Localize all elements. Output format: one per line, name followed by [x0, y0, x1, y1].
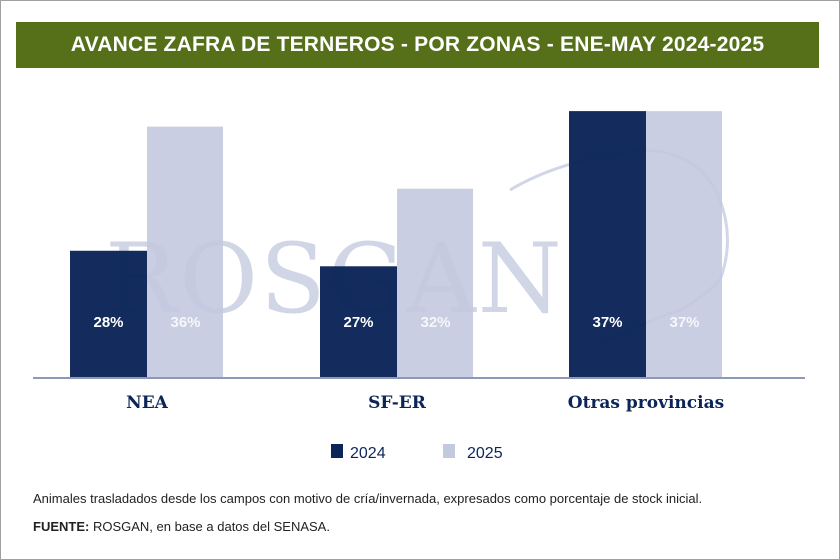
source-text: ROSGAN, en base a datos del SENASA. — [89, 519, 330, 534]
category-label: SF-ER — [368, 393, 427, 413]
footnote: Animales trasladados desde los campos co… — [33, 491, 703, 506]
source-line: FUENTE: ROSGAN, en base a datos del SENA… — [33, 519, 330, 534]
chart-title: AVANCE ZAFRA DE TERNEROS - POR ZONAS - E… — [16, 22, 819, 68]
data-label-2025-0: 36% — [170, 314, 200, 331]
category-label: Otras provincias — [568, 393, 724, 413]
bar-2025-2 — [646, 111, 722, 378]
data-label-2024-1: 27% — [343, 314, 373, 331]
bar-2025-0 — [147, 126, 223, 378]
source-label: FUENTE: — [33, 519, 90, 534]
bar-2024-2 — [569, 111, 646, 378]
data-label-2025-1: 32% — [420, 314, 450, 331]
bar-2025-1 — [397, 188, 473, 378]
bar-2024-0 — [70, 250, 147, 378]
bar-2024-1 — [320, 266, 397, 378]
data-label-2024-0: 28% — [93, 314, 123, 331]
legend: 2024 2025 — [331, 444, 503, 462]
data-label-2025-2: 37% — [669, 314, 699, 331]
legend-swatch-2025 — [443, 444, 455, 458]
legend-label-2024: 2024 — [350, 445, 386, 462]
legend-swatch-2024 — [331, 444, 343, 458]
data-label-2024-2: 37% — [592, 314, 622, 331]
legend-label-2025: 2025 — [467, 445, 503, 462]
category-label: NEA — [126, 393, 168, 413]
